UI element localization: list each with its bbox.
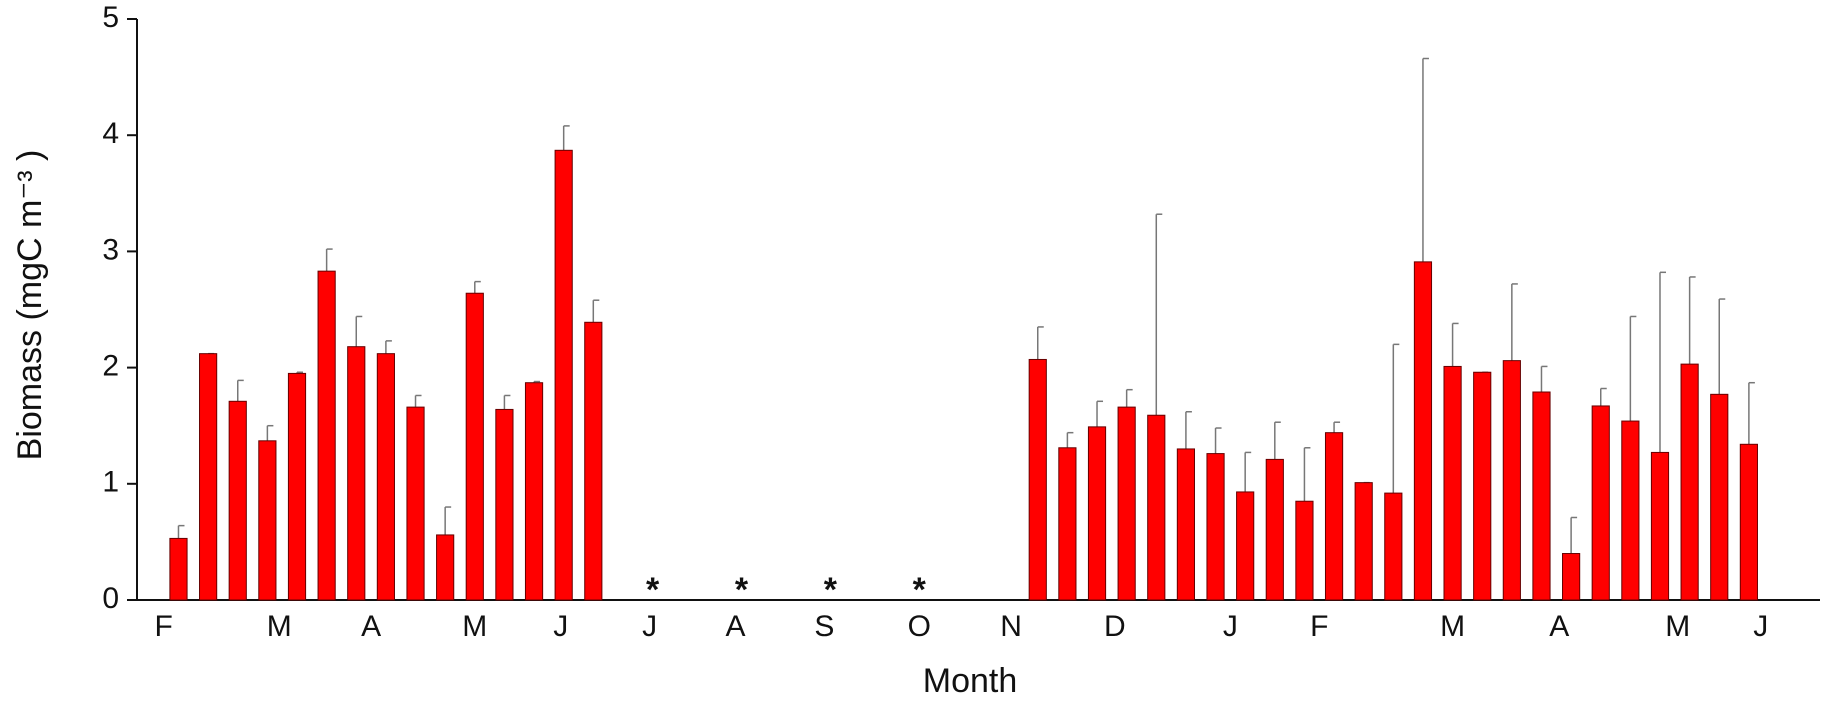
x-tick-label: F [1310,610,1328,643]
bar [524,382,544,601]
bar [287,372,307,601]
bar [1058,447,1077,601]
bar [1354,482,1373,601]
bar [228,400,247,601]
y-tick-label: 4 [102,117,119,150]
x-tick-label: M [462,610,487,643]
x-tick-label: J [553,610,568,643]
bar [1413,261,1433,601]
bar [554,149,573,601]
bar [1295,500,1314,601]
bar [1443,365,1462,601]
x-tick-label: M [1440,610,1465,643]
bar [1710,393,1729,601]
bar [1739,443,1758,601]
bar [436,534,455,601]
y-tick-label: 1 [102,466,119,499]
bar [258,440,277,601]
x-tick-label: D [1104,610,1126,643]
bar [347,346,366,601]
bar [1265,458,1284,601]
bar [1147,414,1166,601]
x-tick-label: F [155,610,173,643]
bar [1591,405,1610,601]
bar [1650,451,1670,601]
bar [495,408,514,601]
x-tick-label: A [726,610,746,643]
y-tick-label: 3 [102,233,119,266]
bar [1028,358,1047,601]
bar [169,537,188,601]
bar [1087,426,1107,601]
bar [1473,371,1492,601]
bar [1384,492,1403,601]
x-axis-label: Month [923,662,1018,700]
bar [199,353,218,601]
bar [584,321,603,601]
x-tick-label: N [1000,610,1022,643]
bar [376,353,395,601]
x-tick-label: M [1665,610,1690,643]
x-tick-label: A [1549,610,1569,643]
y-tick-label: 2 [102,350,119,383]
bar [1236,491,1255,601]
x-tick-label: S [814,610,834,643]
annotation: * [913,571,927,609]
bar [1206,453,1225,601]
annotation: * [735,571,749,609]
bar [1532,391,1551,601]
x-tick-label: J [1223,610,1238,643]
bar [1176,448,1196,601]
x-tick-label: M [267,610,292,643]
y-tick-label: 5 [102,1,119,34]
bar [1502,360,1521,601]
annotation: * [824,571,838,609]
bar [1621,420,1640,601]
bar [1117,406,1136,601]
bar [1324,432,1344,601]
x-tick-label: J [642,610,657,643]
bar [406,406,425,601]
x-tick-label: O [908,610,931,643]
bar [465,292,484,601]
x-tick-label: J [1753,610,1768,643]
bar [317,270,336,601]
x-tick-label: A [361,610,381,643]
annotation: * [646,571,660,609]
bar [1680,363,1699,601]
y-tick-label: 0 [102,582,119,615]
bar [1562,553,1581,601]
y-axis-label: Biomass (mgC m⁻³ ) [11,150,49,461]
